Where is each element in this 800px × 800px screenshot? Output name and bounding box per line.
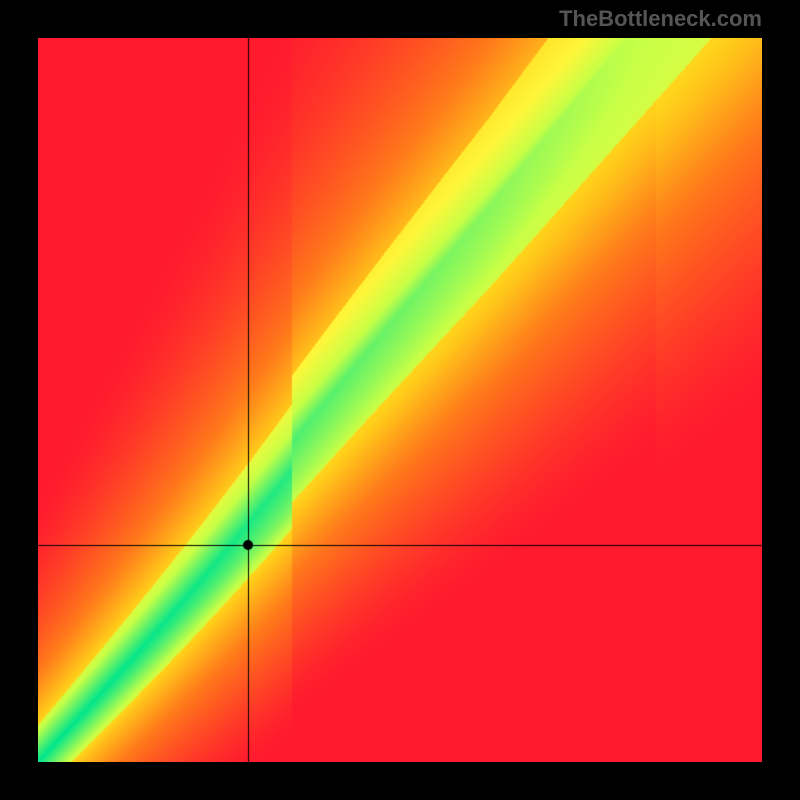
- crosshair-overlay: [38, 38, 762, 762]
- attribution-label: TheBottleneck.com: [559, 6, 762, 32]
- chart-container: TheBottleneck.com: [0, 0, 800, 800]
